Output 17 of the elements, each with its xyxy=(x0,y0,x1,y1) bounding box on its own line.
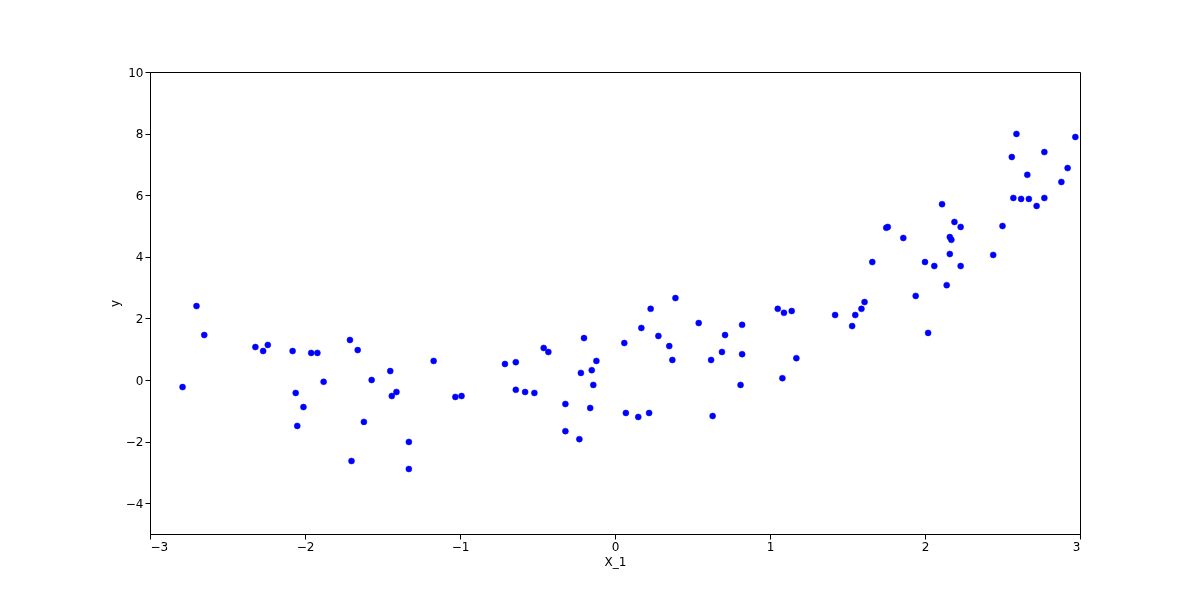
y-tick-label: −2 xyxy=(125,435,144,450)
y-tick-label: 2 xyxy=(135,311,144,326)
x-tick-label: 3 xyxy=(1072,539,1081,554)
x-axis-title: X_1 xyxy=(604,554,627,569)
y-axis-title: y xyxy=(107,299,122,308)
y-tick-label: 6 xyxy=(135,188,144,203)
x-tick-label: 0 xyxy=(611,539,620,554)
y-tick-label: 4 xyxy=(135,250,144,265)
x-tick-label: −2 xyxy=(296,539,315,554)
y-tick-label: −4 xyxy=(125,496,144,511)
y-tick-label: 8 xyxy=(135,127,144,142)
x-tick-label: 2 xyxy=(921,539,930,554)
y-tick-label: 0 xyxy=(135,373,144,388)
y-tick-label: 10 xyxy=(128,65,144,80)
x-tick-label: −1 xyxy=(451,539,470,554)
x-tick-label: −3 xyxy=(150,539,169,554)
x-tick-label: 1 xyxy=(766,539,775,554)
